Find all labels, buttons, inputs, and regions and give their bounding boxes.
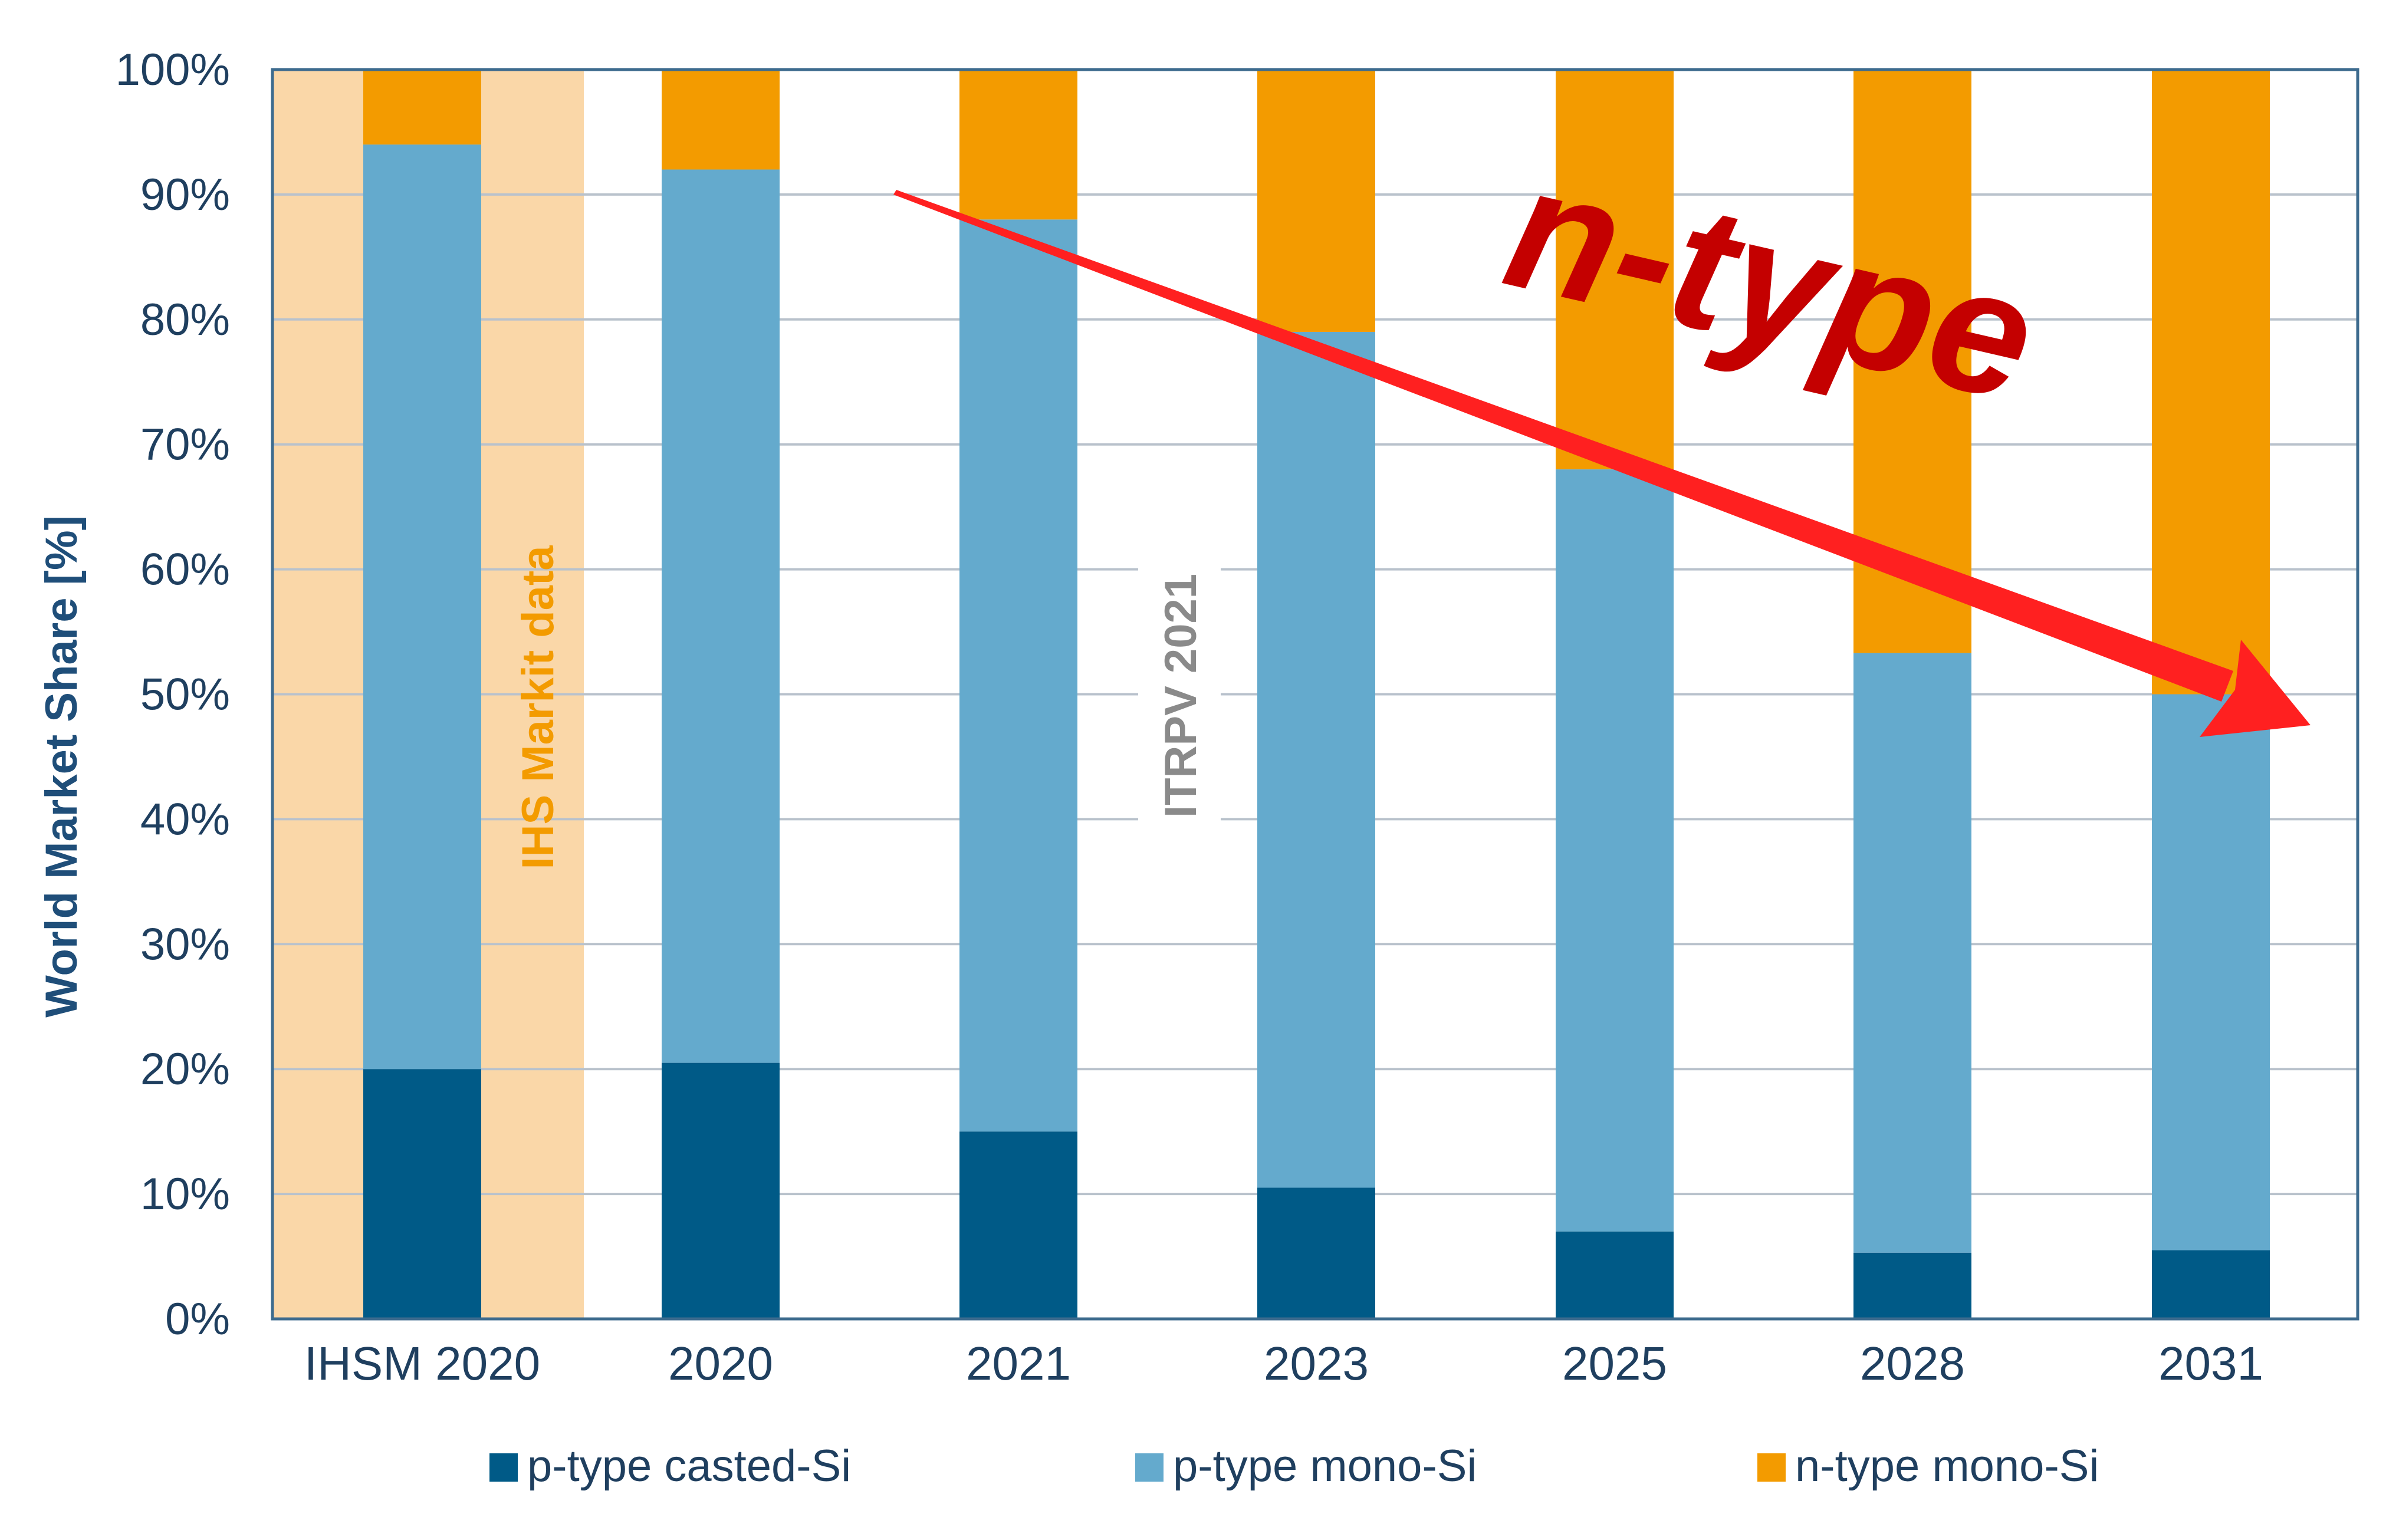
bar-segment-p-type-mono-si-2025 [1556, 469, 1674, 1232]
bar-segment-p-type-mono-si-2028 [1853, 653, 1971, 1253]
y-tick-label: 40% [140, 794, 230, 844]
y-tick-label: 50% [140, 670, 230, 720]
bar-segment-p-type-mono-si-2020 [662, 169, 780, 1063]
bar-segment-p-type-casted-si-2021 [959, 1131, 1077, 1319]
bar-segment-p-type-casted-si-2031 [2152, 1250, 2270, 1319]
legend-swatch [489, 1453, 518, 1482]
y-tick-label: 10% [140, 1169, 230, 1219]
ihs-markit-label: IHS Markit data [513, 545, 563, 870]
bar-segment-p-type-casted-si-2023 [1257, 1187, 1375, 1319]
bar-segment-p-type-casted-si-2025 [1556, 1231, 1674, 1319]
plot-frame [271, 68, 2359, 1321]
itrpv-label-background [1138, 554, 1221, 837]
y-tick-label: 100% [116, 45, 230, 95]
y-axis-label: World Market Share [%] [37, 515, 87, 1018]
x-tick-label: 2021 [966, 1337, 1071, 1390]
y-tick-label: 30% [140, 919, 230, 969]
bar-segment-n-type-mono-si-ihsm-2020 [363, 70, 481, 145]
y-tick-label: 20% [140, 1044, 230, 1094]
x-tick-label: 2028 [1860, 1337, 1965, 1390]
x-tick-label: 2025 [1562, 1337, 1667, 1390]
x-tick-label: 2031 [2158, 1337, 2263, 1390]
y-tick-label: 60% [140, 545, 230, 595]
legend-label: p-type casted-Si [527, 1441, 851, 1491]
bar-segment-n-type-mono-si-2031 [2152, 70, 2270, 695]
legend-swatch [1135, 1453, 1164, 1482]
bar-segment-p-type-mono-si-2031 [2152, 694, 2270, 1251]
legend-label: n-type mono-Si [1795, 1441, 2099, 1491]
bar-segment-p-type-mono-si-2023 [1257, 331, 1375, 1188]
bar-segment-n-type-mono-si-2025 [1556, 70, 1674, 470]
bar-segment-p-type-mono-si-2021 [959, 219, 1077, 1132]
x-tick-label: 2023 [1264, 1337, 1369, 1390]
legend-swatch [1757, 1453, 1786, 1482]
legend-label: p-type mono-Si [1173, 1441, 1477, 1491]
bar-segment-p-type-casted-si-2028 [1853, 1252, 1971, 1319]
bar-segment-p-type-casted-si-ihsm-2020 [363, 1069, 481, 1319]
trend-arrow-shaft [893, 190, 2233, 702]
y-tick-label: 70% [140, 420, 230, 470]
bar-segment-n-type-mono-si-2023 [1257, 70, 1375, 332]
itrpv-2021-label: ITRPV 2021 [1156, 574, 1206, 818]
y-tick-label: 0% [165, 1294, 230, 1344]
bar-segment-p-type-casted-si-2020 [662, 1062, 780, 1319]
y-tick-label: 80% [140, 295, 230, 345]
trend-arrow-head [2200, 640, 2311, 737]
bar-segment-p-type-mono-si-ihsm-2020 [363, 144, 481, 1070]
bar-segment-n-type-mono-si-2021 [959, 70, 1077, 220]
x-tick-label: 2020 [668, 1337, 773, 1390]
x-tick-label: IHSM 2020 [304, 1337, 540, 1390]
bar-segment-n-type-mono-si-2020 [662, 70, 780, 170]
y-tick-label: 90% [140, 170, 230, 220]
